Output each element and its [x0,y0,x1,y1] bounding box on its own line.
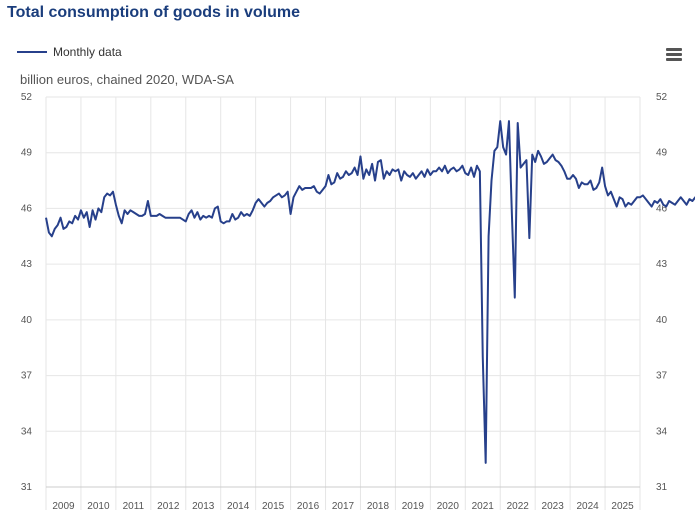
legend-label: Monthly data [53,45,122,59]
legend-line-swatch [17,51,47,53]
x-tick-label: 2021 [472,501,495,512]
x-tick-label: 2011 [123,501,145,512]
y-tick-label-left: 52 [21,92,33,103]
x-tick-label: 2025 [611,501,634,512]
x-tick-label: 2020 [437,501,460,512]
y-tick-label-left: 46 [21,203,33,214]
y-tick-label-left: 37 [21,371,33,382]
y-tick-label-right: 43 [656,259,668,270]
x-tick-label: 2010 [87,501,110,512]
x-tick-label: 2018 [367,501,390,512]
y-tick-label-left: 31 [21,482,33,493]
y-tick-label-right: 46 [656,203,668,214]
y-tick-label-left: 43 [21,259,33,270]
y-tick-label-right: 52 [656,92,668,103]
hamburger-menu-icon[interactable] [666,48,682,62]
y-tick-label-right: 31 [656,482,668,493]
x-tick-label: 2022 [507,501,530,512]
x-tick-label: 2013 [192,501,215,512]
x-tick-label: 2014 [227,501,250,512]
legend-item-monthly-data[interactable]: Monthly data [17,45,122,59]
y-tick-label-left: 49 [21,148,33,159]
y-axis-unit-label: billion euros, chained 2020, WDA-SA [20,72,234,87]
y-tick-label-right: 37 [656,371,668,382]
x-tick-label: 2009 [52,501,75,512]
y-tick-label-right: 40 [656,315,668,326]
x-tick-label: 2019 [402,501,425,512]
y-tick-label-right: 34 [656,426,668,437]
x-tick-label: 2023 [542,501,565,512]
series-line-monthly-data [45,120,695,464]
x-tick-label: 2012 [157,501,180,512]
x-tick-label: 2024 [576,501,599,512]
chart-title: Total consumption of goods in volume [7,4,301,21]
x-tick-label: 2016 [297,501,320,512]
y-tick-label-right: 49 [656,148,668,159]
y-tick-label-left: 40 [21,315,33,326]
x-tick-label: 2015 [262,501,285,512]
y-tick-label-left: 34 [21,426,33,437]
x-tick-label: 2017 [332,501,355,512]
